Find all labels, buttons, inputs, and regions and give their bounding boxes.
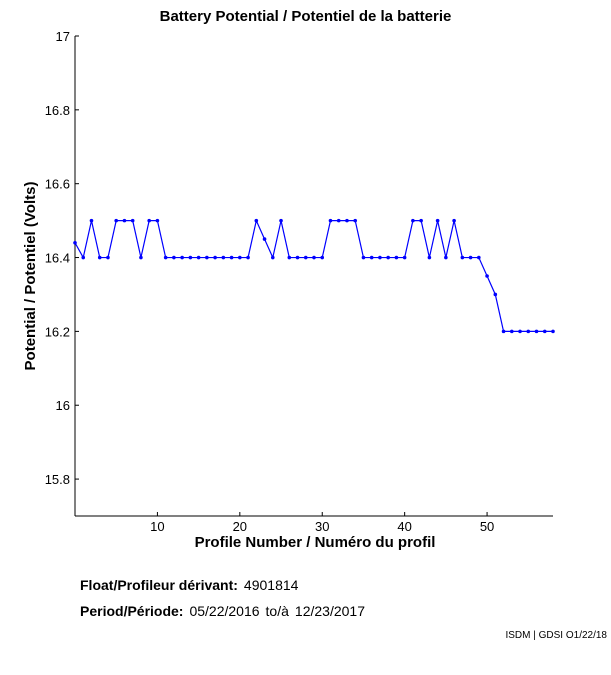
period-end: 12/23/2017	[294, 603, 365, 619]
data-point	[155, 218, 160, 223]
chart-series	[73, 218, 555, 334]
float-label: Float/Profileur dérivant:	[80, 577, 238, 593]
y-tick-label: 16.6	[45, 177, 70, 192]
data-point	[435, 218, 440, 223]
data-point	[205, 255, 209, 260]
data-point	[238, 255, 242, 260]
data-point	[73, 240, 77, 245]
data-point	[386, 255, 390, 260]
data-point	[468, 255, 473, 260]
data-point	[97, 255, 102, 260]
data-point	[493, 292, 498, 297]
data-point	[213, 255, 217, 260]
chart-ticks: 15.8 16 16.2 16.4 16.6 16.8 17 10 20 30 40 50	[45, 29, 495, 534]
x-tick-label: 30	[315, 519, 329, 534]
data-point	[139, 255, 143, 260]
data-point	[551, 329, 555, 334]
series-line	[74, 218, 553, 332]
float-info: Float/Profileur dérivant: 4901814	[80, 577, 298, 593]
data-point	[221, 255, 226, 260]
period-info: Period/Période: 05/22/2016 to/à 12/23/2017	[80, 603, 365, 619]
y-tick-label: 16.2	[45, 324, 70, 339]
y-tick-label: 16.8	[45, 103, 70, 118]
y-tick-label: 16	[56, 398, 70, 413]
data-point	[336, 218, 341, 223]
float-value: 4901814	[243, 577, 299, 593]
data-point	[163, 255, 168, 260]
data-point	[378, 255, 382, 260]
data-point	[312, 255, 316, 260]
chart-axes	[74, 36, 553, 517]
x-tick-label: 40	[397, 519, 411, 534]
data-point	[254, 218, 259, 223]
y-tick-label: 15.8	[45, 472, 70, 487]
data-point	[345, 218, 349, 223]
data-point	[501, 329, 506, 334]
data-point	[270, 255, 275, 260]
data-point	[246, 255, 250, 260]
data-point	[526, 329, 531, 334]
x-tick-label: 10	[150, 519, 164, 534]
data-point	[402, 255, 407, 260]
data-point	[542, 329, 547, 334]
data-point	[353, 218, 358, 223]
data-point	[229, 255, 234, 260]
data-point	[518, 329, 522, 334]
data-point	[172, 255, 176, 260]
x-axis-label: Profile Number / Numéro du profil	[194, 534, 436, 551]
y-tick-label: 17	[56, 29, 70, 44]
period-start: 05/22/2016	[189, 603, 260, 619]
data-point	[320, 255, 325, 260]
data-point	[188, 255, 193, 260]
data-point	[444, 255, 448, 260]
data-point	[196, 255, 201, 260]
x-tick-label: 20	[233, 519, 247, 534]
data-point	[419, 218, 423, 223]
data-point	[460, 255, 465, 260]
data-point	[287, 255, 292, 260]
period-label: Period/Période:	[80, 603, 184, 619]
data-point	[180, 255, 184, 260]
data-point	[89, 218, 94, 223]
chart-title: Battery Potential / Potentiel de la batt…	[159, 8, 452, 25]
data-point	[279, 218, 283, 223]
data-point	[114, 218, 119, 223]
data-point	[106, 255, 110, 260]
data-point	[369, 255, 374, 260]
data-point	[122, 218, 127, 223]
y-axis-label: Potential / Potentiel (Volts)	[22, 181, 39, 371]
data-point	[485, 274, 489, 278]
data-point	[509, 329, 514, 334]
x-tick-label: 50	[480, 519, 494, 534]
data-point	[328, 218, 333, 223]
data-point	[477, 255, 481, 260]
data-point	[295, 255, 300, 260]
data-point	[262, 237, 267, 241]
data-point	[81, 255, 86, 260]
data-point	[452, 218, 456, 223]
credit-text: ISDM | GDSI O1/22/18	[505, 630, 607, 641]
data-point	[303, 255, 308, 260]
data-point	[427, 255, 432, 260]
data-point	[411, 218, 415, 223]
data-point	[130, 218, 135, 223]
data-point	[361, 255, 366, 260]
period-separator: to/à	[265, 603, 289, 619]
data-point	[534, 329, 539, 334]
data-point	[147, 218, 151, 223]
y-tick-label: 16.4	[45, 251, 70, 266]
data-point	[394, 255, 399, 260]
